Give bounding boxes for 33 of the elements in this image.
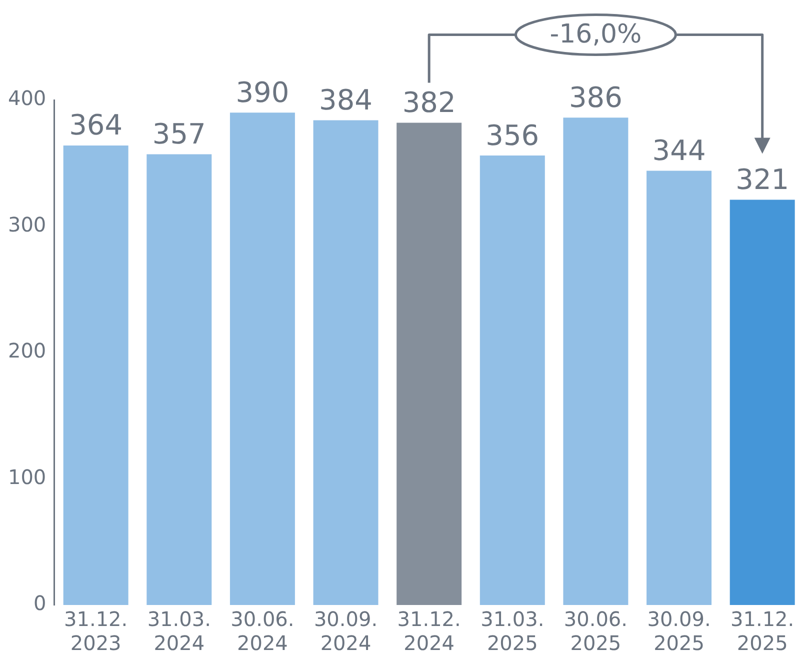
x-tick-label: 31.03. 2025 [480,607,544,656]
bar [563,118,628,605]
x-tick-label: 30.09. 2024 [314,607,378,656]
bar [646,170,712,605]
x-tick-label: 31.12. 2025 [730,607,794,656]
data-label: 390 [236,76,290,109]
x-tick-label: 31.12. 2023 [64,607,128,656]
bar [730,200,795,605]
data-label: 344 [652,134,706,167]
y-tick-label: 400 [8,86,46,110]
data-label: 356 [486,118,540,152]
bar [313,120,378,605]
data-label: 357 [152,118,206,151]
y-tick-label: 200 [8,338,46,363]
y-tick-label: 300 [8,212,46,236]
bar [63,145,128,605]
data-label: 321 [736,163,790,196]
x-tick-label: 30.09. 2025 [647,607,711,656]
data-label: 386 [568,80,622,114]
bar [396,122,462,605]
x-tick-label: 31.03. 2024 [147,607,211,656]
bar [146,154,212,605]
data-label: 384 [319,83,372,116]
text: -16,0% [550,19,642,50]
data-label: 382 [402,86,456,120]
bar [480,156,545,605]
data-label: 364 [69,108,123,142]
x-tick-label: 30.06. 2025 [564,607,628,656]
x-tick-label: 31.12. 2024 [397,607,461,656]
y-tick-label: 100 [8,464,46,489]
y-tick-label: 0 [33,591,46,616]
bar [230,112,295,605]
x-tick-label: 30.06. 2024 [230,607,294,656]
